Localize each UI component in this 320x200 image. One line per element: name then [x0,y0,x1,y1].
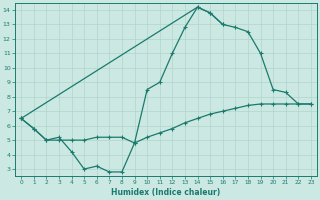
X-axis label: Humidex (Indice chaleur): Humidex (Indice chaleur) [111,188,221,197]
